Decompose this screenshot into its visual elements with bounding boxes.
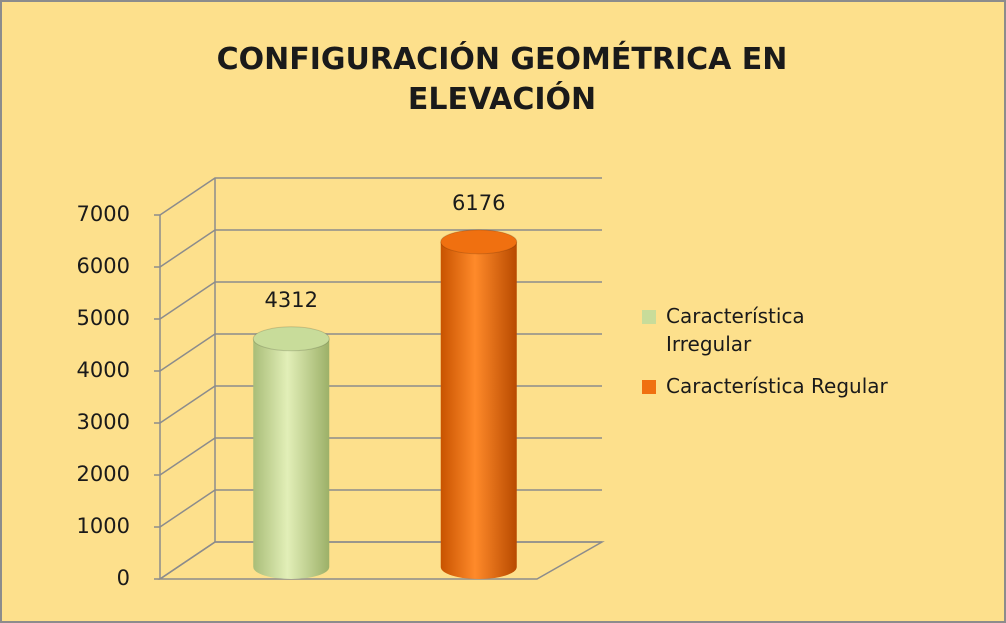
legend-label: Característica Irregular — [666, 304, 805, 356]
floor — [157, 541, 605, 580]
legend-label: Característica Regular — [666, 374, 888, 398]
y-tick-label: 0 — [117, 566, 130, 590]
y-tick-label: 7000 — [77, 202, 130, 226]
bar — [440, 229, 518, 579]
y-tick-label: 2000 — [77, 462, 130, 486]
y-tick-label: 3000 — [77, 410, 130, 434]
grid-line — [159, 229, 602, 268]
y-tick-label: 5000 — [77, 306, 130, 330]
legend-swatch — [642, 310, 656, 324]
data-label: 4312 — [265, 288, 318, 312]
data-label: 6176 — [452, 191, 505, 215]
y-tick-label: 6000 — [77, 254, 130, 278]
bar — [252, 326, 330, 579]
grid-line — [159, 177, 602, 216]
legend: Característica Irregular Característica R… — [642, 302, 982, 414]
chart-title: CONFIGURACIÓN GEOMÉTRICA EN ELEVACIÓN — [216, 42, 788, 117]
legend-swatch — [642, 380, 656, 394]
legend-entry: Característica Irregular — [642, 302, 982, 358]
legend-entry: Característica Regular — [642, 372, 982, 400]
bar-top — [252, 326, 330, 352]
bar-body — [440, 241, 517, 579]
bar-body — [253, 338, 330, 579]
grid-line — [159, 541, 602, 580]
grid-line — [159, 437, 602, 476]
grid-line — [159, 385, 602, 424]
y-tick-label: 4000 — [77, 358, 130, 382]
y-tick-label: 1000 — [77, 514, 130, 538]
grid-line — [159, 333, 602, 372]
grid-line — [159, 281, 602, 320]
bar-top — [440, 229, 518, 255]
grid-line — [159, 489, 602, 528]
